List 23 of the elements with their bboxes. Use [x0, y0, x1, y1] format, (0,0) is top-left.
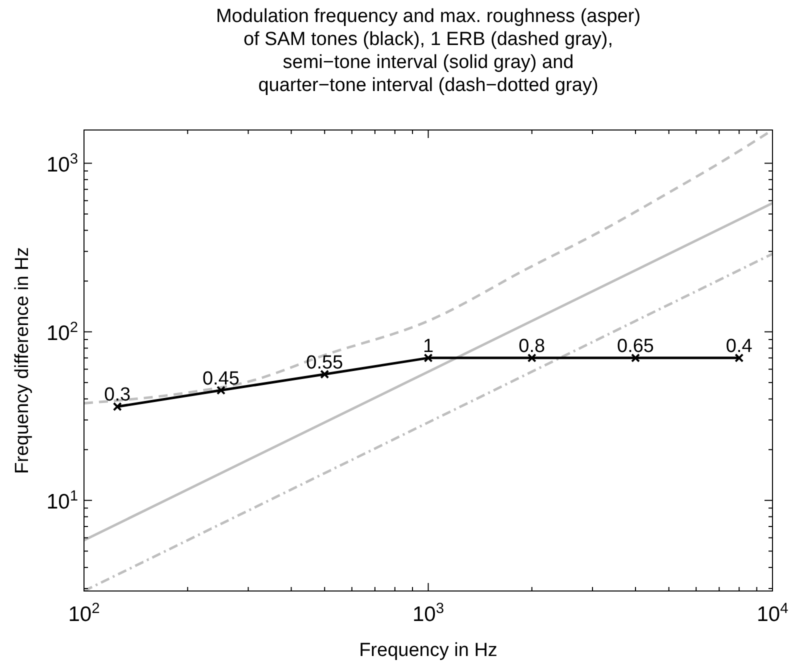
x-tick-label: 10$^{3}$: [412, 601, 444, 626]
x-tick-label: 10$^{4}$: [756, 601, 788, 626]
point: [424, 353, 433, 362]
annotation: 0.45: [202, 368, 240, 390]
y-tick-label: 10$^{3}$: [46, 151, 78, 176]
annotation: 0.8: [518, 336, 546, 357]
annotation: 0.3: [104, 384, 131, 406]
point: [320, 370, 330, 379]
x-axis-title: Frequency in Hz: [359, 640, 498, 661]
annotation: 0.4: [726, 336, 753, 357]
x-tick-label: 10$^{2}$: [68, 601, 100, 626]
y-tick-label: 10$^{1}$: [46, 488, 78, 514]
point: [112, 402, 122, 412]
point: [216, 386, 226, 395]
annotation: 0.65: [617, 336, 654, 357]
y-axis-title: Frequency difference in Hz: [12, 247, 33, 474]
point: [527, 353, 536, 362]
chart-title: Modulation frequency and max. roughness (asper) of SAM tones (black), 1 ERB (dashed gray), semi−tone interval (solid gray) and quarter−tone interval (dash−dotted gray): [216, 6, 641, 96]
annotation: 1: [422, 336, 434, 357]
y-tick-label: 10$^{2}$: [46, 320, 78, 345]
annotation: 0.55: [306, 352, 344, 374]
point: [734, 353, 744, 362]
point: [631, 353, 640, 362]
